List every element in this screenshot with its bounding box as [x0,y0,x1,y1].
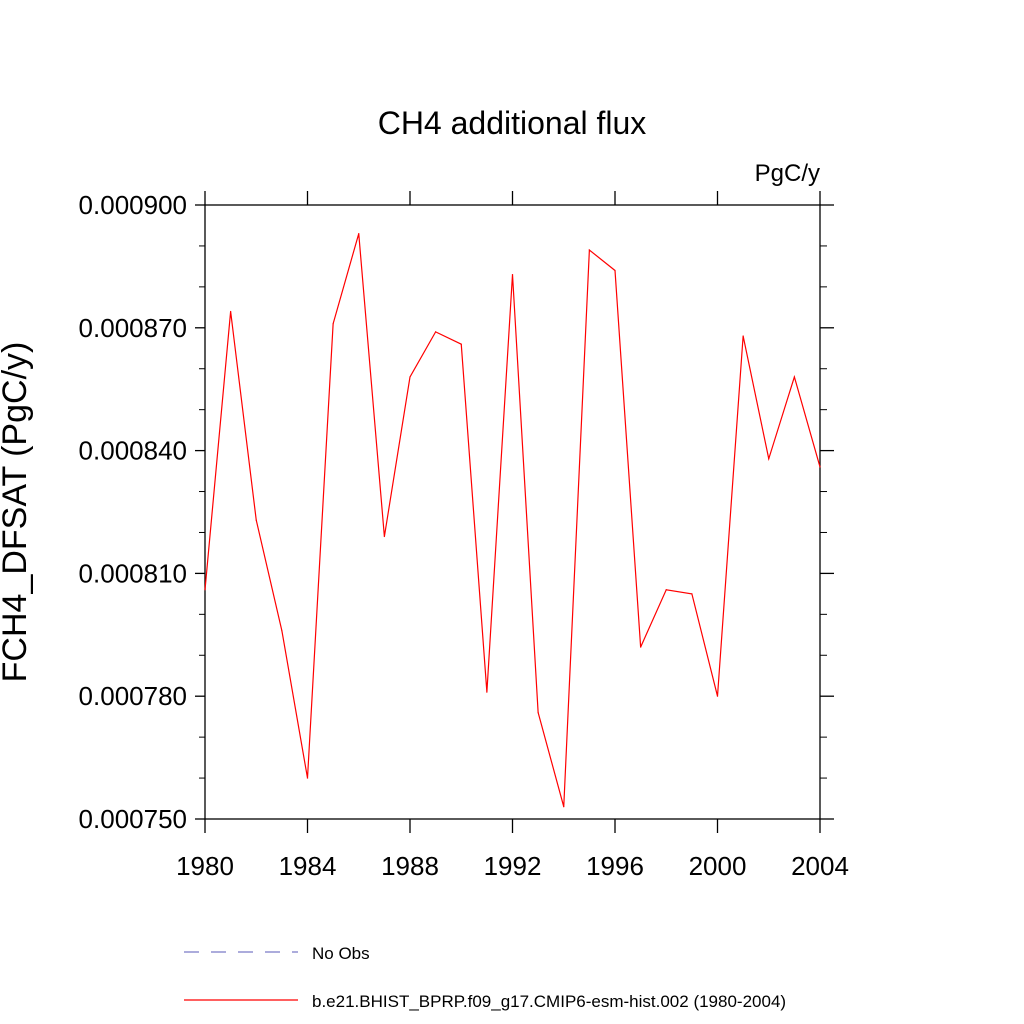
data-point [460,343,462,345]
y-axis-label: FCH4_DFSAT (PgC/y) [0,342,34,683]
x-tick-label: 2000 [689,851,747,881]
x-tick-label: 1996 [586,851,644,881]
x-axis: 1980 1984 1988 1992 1996 2000 2004 [176,191,849,881]
data-point [409,376,411,378]
y-tick-label: 0.000750 [79,804,187,834]
data-point [614,269,616,272]
data-point [640,646,642,648]
data-point [230,310,232,313]
data-point [768,458,770,460]
x-tick-label: 1984 [279,851,337,881]
legend-label: b.e21.BHIST_BPRP.f09_g17.CMIP6-esm-hist.… [312,992,786,1011]
y-tick-label: 0.000870 [79,313,187,343]
data-point [511,273,514,276]
series-line [204,233,821,807]
data-point [332,323,334,325]
data-point [537,711,539,714]
chart-title: CH4 additional flux [378,105,647,141]
data-point [204,589,206,591]
data-point [588,249,590,251]
data-point [563,806,565,808]
y-axis: 0.000750 0.000780 0.000810 0.000840 0.000870… [79,190,834,834]
legend-label: No Obs [312,944,370,963]
y-tick-label: 0.000780 [79,681,187,711]
data-point [793,376,795,378]
y-tick-label: 0.000840 [79,436,187,466]
legend: No Obs b.e21.BHIST_BPRP.f09_g17.CMIP6-esm… [184,944,786,1011]
units-label: PgC/y [755,160,820,187]
series-layer [204,233,821,808]
data-point [383,535,385,538]
x-tick-label: 1988 [381,851,439,881]
data-point [486,691,488,693]
x-tick-label: 2004 [791,851,849,881]
data-point [742,335,744,337]
plot-frame [204,204,821,820]
data-point [306,777,309,779]
y-tick-label: 0.000900 [79,190,187,220]
data-point [716,695,719,697]
x-tick-label: 1980 [176,851,234,881]
y-tick-label: 0.000810 [79,558,187,588]
x-tick-label: 1992 [484,851,542,881]
data-point [255,519,257,521]
data-point [819,466,821,468]
data-point [281,630,283,632]
data-point [691,593,693,595]
data-point [358,233,360,235]
data-point [435,331,437,333]
data-point [665,589,667,591]
